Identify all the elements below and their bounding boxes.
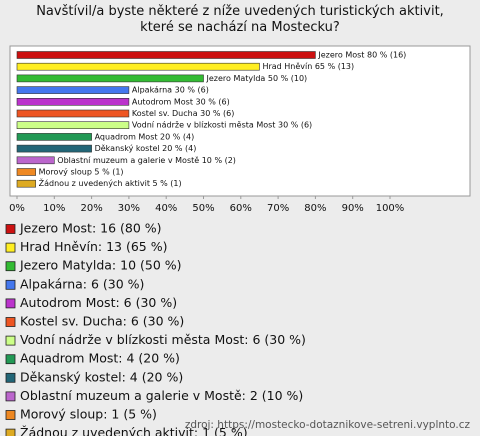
value-label: Jezero Most 80 % (16) bbox=[317, 51, 406, 60]
value-label: Děkanský kostel 20 % (4) bbox=[95, 144, 197, 153]
legend-label: Děkanský kostel: 4 (20 %) bbox=[20, 369, 183, 384]
bar bbox=[16, 86, 130, 94]
legend-label: Hrad Hněvín: 13 (65 %) bbox=[20, 239, 168, 254]
legend-label: Žádnou z uvedených aktivit: 1 (5 %) bbox=[20, 425, 248, 436]
value-label: Autodrom Most 30 % (6) bbox=[132, 97, 230, 106]
legend-label: Autodrom Most: 6 (30 %) bbox=[20, 295, 177, 310]
bar bbox=[16, 133, 92, 141]
legend-label: Oblastní muzeum a galerie v Mostě: 2 (10… bbox=[20, 388, 303, 403]
value-label: Oblastní muzeum a galerie v Mostě 10 % (… bbox=[57, 156, 236, 165]
legend-label: Morový sloup: 1 (5 %) bbox=[20, 407, 157, 422]
source: zdroj: https://mostecko-dotaznikove-setr… bbox=[185, 419, 471, 431]
legend-swatch bbox=[5, 298, 16, 309]
legend-label: Vodní nádrže v blízkosti města Most: 6 (… bbox=[20, 332, 306, 347]
bar bbox=[16, 51, 316, 59]
x-tick-label: 10% bbox=[43, 203, 65, 214]
value-label: Vodní nádrže v blízkosti města Most 30 %… bbox=[132, 121, 312, 130]
legend-label: Jezero Matylda: 10 (50 %) bbox=[19, 258, 182, 273]
legend-swatch bbox=[5, 242, 16, 253]
x-tick-label: 30% bbox=[118, 203, 140, 214]
legend-swatch bbox=[5, 317, 16, 327]
x-tick-label: 60% bbox=[230, 203, 252, 214]
value-label: Alpakárna 30 % (6) bbox=[132, 86, 209, 95]
legend-swatch bbox=[5, 279, 16, 290]
legend-swatch bbox=[5, 372, 16, 383]
bar bbox=[16, 144, 92, 153]
legend-swatch bbox=[5, 410, 16, 420]
bar bbox=[16, 109, 130, 118]
bar bbox=[16, 168, 36, 176]
bar bbox=[16, 74, 204, 83]
value-label: Aquadrom Most 20 % (4) bbox=[95, 132, 195, 141]
x-tick-label: 20% bbox=[80, 203, 102, 214]
value-label: Morový sloup 5 % (1) bbox=[39, 168, 124, 177]
plot-frame bbox=[9, 45, 471, 197]
legend-swatch bbox=[5, 428, 16, 436]
value-label: Hrad Hněvín 65 % (13) bbox=[262, 62, 354, 71]
legend-swatch bbox=[5, 335, 16, 346]
bar bbox=[16, 62, 260, 71]
legend-swatch bbox=[5, 391, 16, 402]
legend-swatch bbox=[5, 354, 16, 365]
value-label: Jezero Matylda 50 % (10) bbox=[206, 74, 308, 83]
x-tick-label: 100% bbox=[376, 203, 405, 214]
value-label: Kostel sv. Ducha 30 % (6) bbox=[132, 109, 234, 118]
bar bbox=[16, 156, 55, 165]
x-tick-label: 50% bbox=[192, 203, 214, 214]
chart-title: Navštívil/a byste některé z níže uvedený… bbox=[36, 4, 444, 35]
legend-swatch bbox=[5, 224, 16, 234]
legend-label: Alpakárna: 6 (30 %) bbox=[20, 276, 144, 291]
legend-swatch bbox=[5, 261, 16, 272]
x-tick-label: 70% bbox=[267, 203, 289, 214]
x-tick-label: 90% bbox=[342, 203, 364, 214]
legend-label: Kostel sv. Ducha: 6 (30 %) bbox=[20, 314, 184, 329]
x-tick-label: 0% bbox=[9, 203, 25, 214]
legend-label: Aquadrom Most: 4 (20 %) bbox=[20, 351, 180, 366]
legend-label: Jezero Most: 16 (80 %) bbox=[19, 221, 162, 236]
bar bbox=[16, 98, 130, 106]
x-tick-label: 80% bbox=[304, 203, 326, 214]
value-label: Žádnou z uvedených aktivit 5 % (1) bbox=[39, 177, 182, 188]
bar bbox=[16, 121, 130, 129]
x-tick-label: 40% bbox=[155, 203, 177, 214]
bar bbox=[16, 179, 36, 188]
